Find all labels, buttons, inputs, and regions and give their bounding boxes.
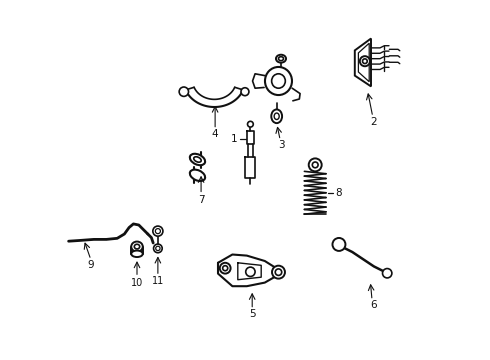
Circle shape	[333, 238, 345, 251]
Polygon shape	[358, 43, 369, 82]
Ellipse shape	[194, 157, 201, 162]
Ellipse shape	[131, 242, 143, 252]
Circle shape	[156, 246, 160, 251]
Text: 10: 10	[131, 278, 143, 288]
Text: 8: 8	[335, 188, 342, 198]
Ellipse shape	[360, 56, 370, 66]
Text: 7: 7	[198, 195, 204, 205]
Circle shape	[247, 121, 253, 127]
Text: 9: 9	[88, 260, 94, 270]
Circle shape	[383, 269, 392, 278]
Ellipse shape	[190, 170, 205, 181]
Text: 1: 1	[231, 134, 238, 144]
Circle shape	[179, 87, 189, 96]
Circle shape	[155, 229, 160, 234]
Circle shape	[312, 162, 318, 168]
Circle shape	[153, 244, 162, 253]
Ellipse shape	[190, 154, 205, 165]
Ellipse shape	[363, 59, 367, 63]
Circle shape	[309, 158, 321, 171]
Ellipse shape	[274, 113, 279, 120]
Ellipse shape	[276, 55, 286, 63]
Circle shape	[241, 88, 249, 96]
Circle shape	[272, 266, 285, 279]
Polygon shape	[238, 263, 261, 280]
Circle shape	[153, 226, 163, 236]
Ellipse shape	[220, 263, 231, 274]
Text: 6: 6	[370, 300, 376, 310]
Circle shape	[245, 267, 255, 276]
Ellipse shape	[134, 244, 140, 249]
Text: 2: 2	[370, 117, 377, 127]
Polygon shape	[218, 255, 277, 286]
Circle shape	[275, 269, 282, 275]
Text: 4: 4	[212, 129, 219, 139]
Text: 3: 3	[278, 140, 285, 150]
Text: 11: 11	[152, 276, 164, 286]
Ellipse shape	[271, 109, 282, 123]
Text: 5: 5	[249, 309, 255, 319]
Ellipse shape	[265, 67, 292, 95]
Ellipse shape	[278, 57, 284, 60]
Ellipse shape	[131, 251, 143, 257]
Ellipse shape	[222, 266, 228, 271]
Ellipse shape	[271, 74, 285, 88]
